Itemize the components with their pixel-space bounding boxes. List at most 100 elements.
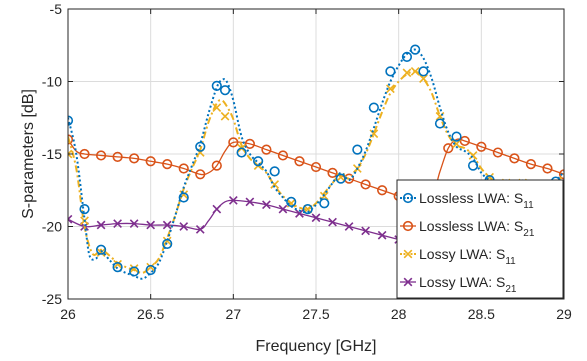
x-marker-stroke	[468, 151, 478, 160]
data-point	[178, 192, 189, 203]
data-point	[335, 173, 346, 184]
data-point	[385, 66, 396, 77]
legend-label: Lossy LWA: S21	[419, 274, 517, 295]
data-point	[434, 118, 446, 129]
data-point	[113, 259, 122, 269]
x-marker-stroke	[220, 111, 230, 121]
data-point	[220, 111, 230, 121]
x-marker-stroke	[146, 262, 156, 272]
legend-label: Lossy LWA: S11	[419, 246, 516, 267]
data-point	[219, 85, 231, 96]
x-marker-stroke	[361, 226, 370, 236]
legend-item: Lossy LWA: S11	[400, 246, 516, 267]
data-point	[228, 196, 238, 205]
legend-label: Lossless LWA: S11	[419, 190, 534, 211]
x-marker-stroke	[311, 213, 321, 223]
legend-marker	[403, 277, 413, 287]
data-point	[112, 262, 123, 273]
x-marker-stroke	[195, 225, 205, 234]
data-point	[228, 137, 239, 148]
data-point	[294, 156, 305, 167]
data-point	[542, 163, 553, 174]
series-line	[68, 48, 564, 280]
x-marker-stroke	[162, 220, 172, 230]
x-marker-stroke	[228, 196, 238, 205]
legend-label-main: Lossless LWA: S	[419, 218, 523, 234]
legend-item: Lossless LWA: S21	[400, 218, 535, 239]
x-marker-stroke	[96, 220, 106, 230]
data-point	[211, 80, 222, 91]
data-point	[195, 141, 206, 152]
x-marker-stroke	[162, 236, 172, 246]
data-point	[96, 220, 106, 230]
y-axis-title: S-parameters [dB]	[20, 89, 37, 219]
data-point	[360, 179, 371, 190]
x-marker-stroke	[270, 180, 280, 189]
x-tick-label: 27.5	[302, 306, 329, 322]
data-point	[525, 159, 537, 170]
data-point	[278, 204, 288, 214]
data-point	[236, 147, 247, 158]
data-point	[369, 129, 379, 139]
data-point	[79, 148, 90, 160]
data-point	[162, 220, 172, 230]
data-point	[368, 102, 379, 113]
data-point	[112, 151, 123, 162]
data-point	[162, 238, 173, 249]
data-point	[244, 138, 255, 149]
legend-label-subscript: 11	[505, 256, 516, 267]
x-axis-title: Frequency [GHz]	[256, 338, 377, 355]
legend-item: Lossless LWA: S11	[400, 190, 534, 211]
x-marker-stroke	[403, 249, 413, 259]
data-point	[178, 163, 189, 174]
data-point	[68, 149, 73, 159]
x-marker-stroke	[179, 190, 189, 199]
x-marker-stroke	[262, 200, 271, 210]
series-line	[68, 138, 564, 203]
x-marker-stroke	[113, 259, 122, 269]
x-marker-stroke	[369, 129, 379, 139]
data-point	[68, 214, 73, 224]
legend-box	[396, 179, 564, 299]
data-point	[95, 150, 107, 161]
legend-item: Lossy LWA: S21	[400, 274, 517, 295]
data-point	[402, 68, 412, 78]
series-4	[68, 196, 564, 270]
x-marker-stroke	[129, 219, 139, 228]
x-marker-stroke	[68, 214, 73, 221]
x-marker-stroke	[386, 84, 395, 94]
data-point	[286, 196, 297, 207]
data-point	[129, 219, 139, 228]
data-point	[310, 161, 322, 173]
x-marker-stroke	[68, 149, 73, 156]
data-point	[492, 147, 503, 158]
data-point	[212, 204, 222, 214]
legend-marker	[402, 220, 414, 232]
y-tick-label: -5	[50, 1, 63, 17]
data-point	[401, 51, 413, 62]
data-point	[467, 160, 479, 171]
data-point	[509, 153, 520, 164]
x-marker-stroke	[435, 111, 445, 121]
data-point	[558, 169, 564, 180]
data-point	[319, 198, 330, 209]
y-tick-label: -15	[42, 146, 62, 162]
data-point	[410, 66, 420, 76]
data-point	[146, 262, 156, 272]
data-point	[443, 143, 454, 154]
x-marker-stroke	[402, 68, 412, 78]
data-point	[211, 160, 222, 171]
data-point	[261, 144, 272, 155]
data-point	[302, 204, 313, 215]
legend-label-subscript: 11	[523, 200, 534, 211]
data-point	[269, 166, 280, 177]
legend-label: Lossless LWA: S21	[419, 218, 535, 239]
data-point	[277, 150, 289, 161]
x-tick-label: 28.5	[468, 306, 495, 322]
x-marker-stroke	[68, 152, 73, 159]
x-marker-stroke	[403, 277, 413, 287]
series-layer	[68, 44, 564, 280]
data-point	[195, 169, 206, 180]
